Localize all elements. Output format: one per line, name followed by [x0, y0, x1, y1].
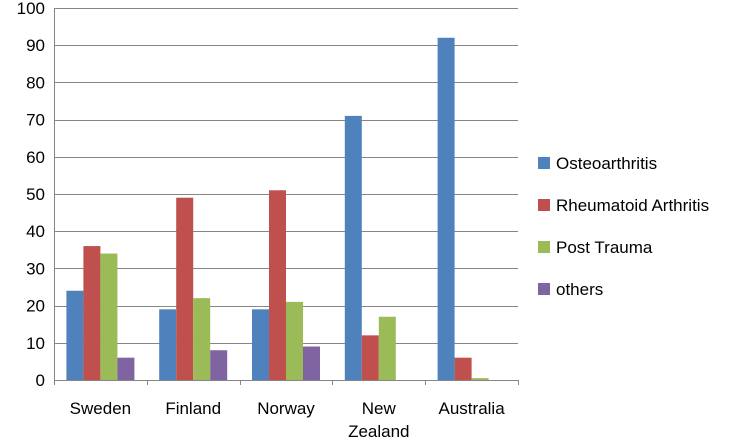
bar-rheumatoid-arthritis	[454, 357, 472, 380]
y-tick-label: 10	[26, 334, 45, 353]
bar-post-trauma	[193, 298, 211, 380]
x-category-label: Australia	[439, 399, 506, 418]
legend-label: Post Trauma	[556, 238, 653, 257]
bar-osteoarthritis	[252, 309, 269, 380]
bar-rheumatoid-arthritis	[361, 335, 379, 380]
y-axis-tick-labels: 0 10 20 30 40 50 60 70 80 90 100	[17, 0, 45, 390]
y-tick-label: 50	[26, 185, 45, 204]
legend-label: Rheumatoid Arthritis	[556, 196, 709, 215]
bar-others	[210, 350, 228, 380]
x-category-label: Finland	[165, 399, 221, 418]
x-axis-category-labels: Sweden Finland Norway New Zealand Australia	[70, 399, 506, 441]
bar-others	[303, 346, 320, 380]
legend-swatch	[538, 157, 550, 169]
x-category-label: New Zealand	[348, 399, 409, 441]
bar-post-trauma	[286, 301, 303, 380]
y-tick-label: 60	[26, 148, 45, 167]
y-tick-label: 40	[26, 222, 45, 241]
axes	[54, 8, 519, 385]
bars	[66, 37, 489, 380]
legend-label: others	[556, 280, 603, 299]
y-tick-label: 80	[26, 73, 45, 92]
bar-post-trauma	[471, 378, 489, 380]
legend-swatch	[538, 283, 550, 295]
legend-swatch	[538, 241, 550, 253]
y-tick-label: 0	[36, 371, 45, 390]
y-tick-label: 30	[26, 259, 45, 278]
bar-post-trauma	[378, 316, 396, 380]
legend-label: Osteoarthritis	[556, 154, 657, 173]
bar-post-trauma	[100, 253, 118, 380]
y-tick-label: 70	[26, 111, 45, 130]
y-tick-label: 90	[26, 36, 45, 55]
y-tick-label: 20	[26, 297, 45, 316]
legend-swatch	[538, 199, 550, 211]
x-category-label: Norway	[257, 399, 315, 418]
bar-rheumatoid-arthritis	[269, 190, 286, 380]
bar-osteoarthritis	[437, 37, 455, 380]
legend: Osteoarthritis Rheumatoid Arthritis Post T…	[538, 154, 709, 299]
x-category-label: Sweden	[70, 399, 131, 418]
bar-osteoarthritis	[159, 309, 177, 380]
bar-osteoarthritis	[344, 115, 362, 380]
bar-others	[117, 357, 135, 380]
bar-rheumatoid-arthritis	[176, 197, 194, 380]
bar-rheumatoid-arthritis	[83, 246, 101, 380]
y-tick-label: 100	[17, 0, 45, 18]
bar-osteoarthritis	[66, 290, 84, 380]
